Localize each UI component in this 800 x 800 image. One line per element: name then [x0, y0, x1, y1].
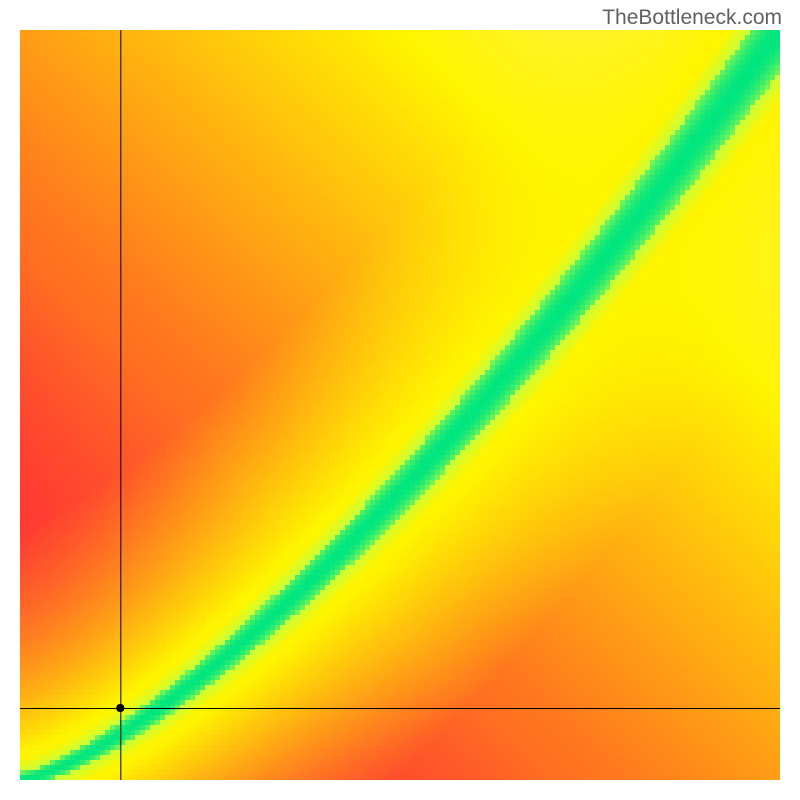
heatmap-canvas	[20, 30, 780, 780]
heatmap-plot	[20, 30, 780, 780]
watermark-text: TheBottleneck.com	[602, 6, 782, 30]
